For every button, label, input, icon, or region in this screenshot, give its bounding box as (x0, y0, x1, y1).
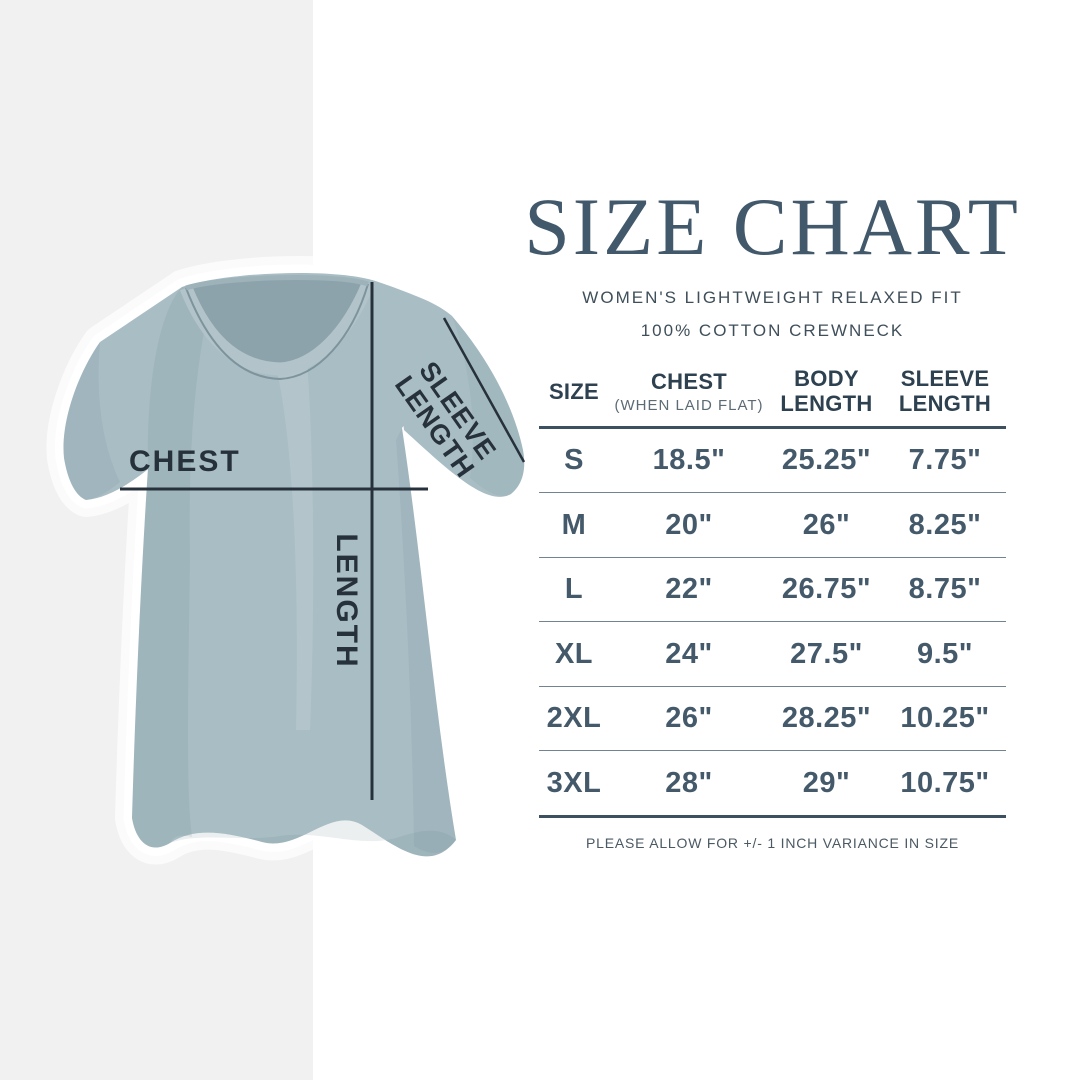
header-chest-main: CHEST (650, 369, 728, 395)
cell-size: L (564, 573, 584, 606)
cell-chest: 18.5" (652, 444, 726, 477)
sleeve-line (442, 317, 526, 463)
cell-body: 26" (802, 508, 851, 541)
subtitle-fit: WOMEN'S LIGHTWEIGHT RELAXED FIT (582, 287, 963, 307)
cell-sleeve: 8.25" (908, 508, 982, 541)
length-label: LENGTH (329, 533, 363, 669)
header-size: SIZE (548, 378, 600, 404)
cell-size: M (561, 508, 587, 541)
header-chest-sub: (WHEN LAID FLAT) (614, 396, 764, 414)
cell-size: 3XL (546, 766, 602, 799)
cell-sleeve: 10.25" (900, 702, 990, 735)
cell-chest: 22" (665, 573, 713, 606)
cell-chest: 20" (665, 508, 713, 541)
chest-label: CHEST (129, 445, 241, 478)
tshirt-illustration (0, 230, 560, 890)
header-sleeve-length: SLEEVE LENGTH (898, 366, 992, 416)
table-row-3xl: 3XL 28" 29" 10.75" (539, 751, 1006, 818)
header-chest: CHEST (WHEN LAID FLAT) (614, 369, 764, 414)
table-row-xl: XL 24" 27.5" 9.5" (539, 622, 1006, 687)
cell-size: XL (554, 637, 594, 670)
collar (179, 274, 374, 381)
cell-body: 28.25" (781, 702, 872, 735)
table-row-2xl: 2XL 26" 28.25" 10.25" (539, 687, 1006, 752)
cell-body: 25.25" (781, 444, 872, 477)
cell-chest: 24" (665, 637, 713, 670)
variance-footnote: PLEASE ALLOW FOR +/- 1 INCH VARIANCE IN … (586, 834, 959, 851)
cell-sleeve: 7.75" (908, 444, 982, 477)
header-body-length: BODY LENGTH (780, 366, 873, 416)
cell-chest: 28" (665, 766, 713, 799)
cell-size: S (564, 444, 584, 477)
cell-sleeve: 10.75" (900, 766, 990, 799)
size-chart-panel: SIZE CHART WOMEN'S LIGHTWEIGHT RELAXED F… (520, 181, 1025, 851)
table-row-l: L 22" 26.75" 8.75" (539, 558, 1006, 623)
size-table: SIZE CHEST (WHEN LAID FLAT) BODY LENGTH … (539, 366, 1006, 818)
cell-chest: 26" (665, 702, 713, 735)
tshirt-svg (46, 255, 542, 874)
cell-body: 26.75" (781, 573, 872, 606)
cell-sleeve: 8.75" (908, 573, 982, 606)
subtitle-material: 100% COTTON CREWNECK (640, 320, 905, 340)
cell-body: 27.5" (790, 637, 863, 670)
page-title: SIZE CHART (524, 181, 1021, 272)
cell-body: 29" (802, 766, 851, 799)
table-row-m: M 20" 26" 8.25" (539, 493, 1006, 558)
table-row-s: S 18.5" 25.25" 7.75" (539, 429, 1006, 494)
measurement-lines (120, 282, 526, 800)
cell-sleeve: 9.5" (916, 637, 974, 670)
cell-size: 2XL (546, 702, 602, 735)
table-header-row: SIZE CHEST (WHEN LAID FLAT) BODY LENGTH … (539, 366, 1006, 429)
